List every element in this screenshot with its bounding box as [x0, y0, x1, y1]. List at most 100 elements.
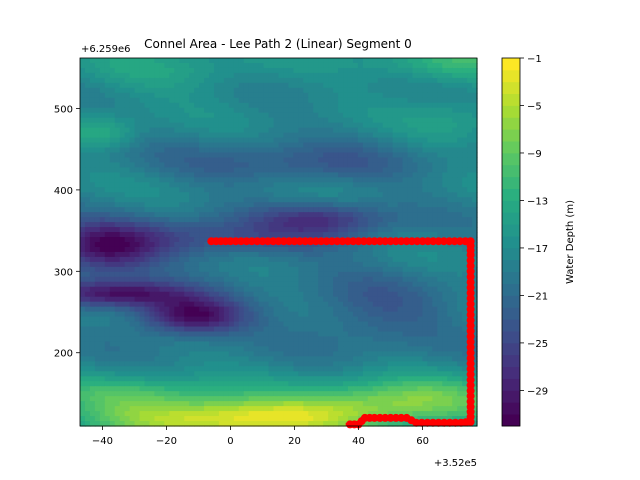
- contour-cell: [228, 366, 235, 372]
- contour-cell: [308, 112, 314, 119]
- contour-cell: [109, 77, 116, 84]
- contour-cell: [209, 246, 215, 253]
- contour-cell: [357, 92, 364, 99]
- contour-cell: [278, 306, 285, 313]
- contour-cell: [318, 331, 324, 338]
- contour-cell: [382, 286, 389, 293]
- contour-cell: [199, 87, 205, 94]
- contour-cell: [303, 117, 309, 124]
- contour-cell: [228, 167, 235, 173]
- contour-cell: [352, 222, 359, 228]
- contour-cell: [233, 202, 240, 208]
- contour-cell: [318, 261, 324, 268]
- contour-cell: [412, 286, 419, 293]
- contour-cell: [397, 336, 404, 343]
- contour-cell: [328, 127, 334, 134]
- contour-cell: [204, 296, 210, 303]
- contour-cell: [129, 242, 136, 248]
- contour-cell: [228, 296, 235, 303]
- contour-cell: [427, 157, 433, 164]
- contour-cell: [228, 107, 235, 114]
- contour-cell: [427, 217, 433, 223]
- contour-cell: [228, 212, 235, 218]
- contour-cell: [462, 281, 468, 288]
- contour-cell: [338, 266, 344, 273]
- contour-cell: [402, 87, 409, 94]
- contour-cell: [174, 202, 180, 208]
- contour-cell: [283, 261, 290, 268]
- contour-cell: [407, 222, 414, 228]
- contour-cell: [218, 177, 225, 183]
- contour-cell: [218, 117, 225, 124]
- contour-cell: [402, 271, 409, 278]
- contour-cell: [432, 117, 438, 124]
- contour-cell: [372, 316, 379, 323]
- contour-cell: [179, 132, 185, 139]
- contour-cell: [387, 92, 394, 99]
- contour-cell: [139, 207, 146, 213]
- contour-cell: [333, 187, 339, 193]
- contour-cell: [372, 271, 379, 278]
- contour-cell: [462, 207, 468, 213]
- contour-cell: [328, 162, 334, 168]
- contour-cell: [288, 331, 294, 338]
- contour-cell: [397, 77, 404, 84]
- contour-cell: [129, 82, 136, 89]
- contour-cell: [139, 281, 146, 288]
- contour-cell: [94, 77, 101, 84]
- contour-cell: [174, 237, 180, 243]
- contour-cell: [417, 217, 424, 223]
- contour-cell: [447, 152, 453, 159]
- contour-cell: [352, 102, 359, 109]
- contour-cell: [169, 256, 175, 263]
- contour-cell: [238, 232, 245, 238]
- contour-cell: [268, 242, 275, 248]
- contour-cell: [422, 67, 428, 74]
- contour-cell: [94, 207, 101, 213]
- contour-cell: [179, 321, 185, 328]
- contour-cell: [407, 58, 414, 64]
- contour-cell: [268, 222, 275, 228]
- contour-cell: [253, 117, 260, 124]
- contour-cell: [382, 232, 389, 238]
- contour-cell: [313, 276, 319, 283]
- contour-cell: [392, 77, 399, 84]
- contour-cell: [447, 132, 453, 139]
- contour-cell: [164, 162, 170, 168]
- contour-cell: [223, 276, 230, 283]
- contour-cell: [258, 356, 265, 362]
- contour-cell: [248, 187, 255, 193]
- contour-cell: [323, 271, 329, 278]
- contour-cell: [109, 82, 116, 89]
- contour-cell: [288, 326, 294, 333]
- contour-cell: [372, 172, 379, 178]
- contour-cell: [407, 246, 414, 253]
- contour-cell: [89, 197, 96, 203]
- contour-cell: [472, 356, 478, 362]
- contour-cell: [129, 92, 136, 99]
- contour-cell: [298, 92, 304, 99]
- contour-cell: [452, 137, 458, 144]
- contour-cell: [462, 361, 468, 367]
- contour-cell: [437, 331, 443, 338]
- contour-cell: [382, 92, 389, 99]
- contour-cell: [189, 197, 195, 203]
- contour-cell: [144, 366, 151, 372]
- contour-cell: [362, 132, 369, 139]
- contour-cell: [144, 87, 151, 94]
- contour-cell: [432, 351, 438, 357]
- contour-cell: [412, 87, 419, 94]
- contour-cell: [333, 152, 339, 159]
- contour-cell: [382, 301, 389, 308]
- contour-cell: [347, 217, 354, 223]
- contour-cell: [338, 212, 344, 218]
- contour-cell: [124, 122, 131, 129]
- contour-cell: [347, 97, 354, 104]
- contour-cell: [288, 286, 294, 293]
- contour-cell: [99, 326, 106, 333]
- contour-cell: [352, 197, 359, 203]
- contour-cell: [213, 97, 220, 104]
- contour-cell: [422, 336, 428, 343]
- contour-cell: [238, 356, 245, 362]
- contour-cell: [169, 232, 175, 238]
